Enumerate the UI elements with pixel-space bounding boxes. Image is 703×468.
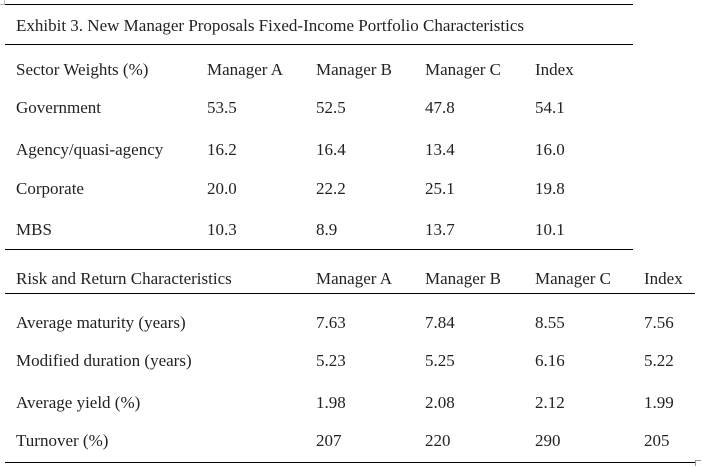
sector-cell-manager-a: 16.2 [207,140,237,159]
risk-cell-index: 205 [644,431,670,450]
crop-mark [695,460,701,466]
sector-header-manager-b: Manager B [316,60,393,79]
risk-cell-manager-c: 8.55 [535,313,565,332]
risk-row-label: Average yield (%) [16,393,141,412]
sector-cell-manager-b: 8.9 [316,220,338,239]
sector-row-label: Government [16,98,101,117]
risk-row-label: Modified duration (years) [16,351,192,370]
sector-cell-index: 10.1 [535,220,565,239]
exhibit-title: Exhibit 3. New Manager Proposals Fixed-I… [16,16,524,35]
risk-cell-manager-a: 5.23 [316,351,346,370]
sector-cell-manager-a: 20.0 [207,179,237,198]
sector-header-manager-a: Manager A [207,60,284,79]
sector-cell-manager-b: 22.2 [316,179,346,198]
title-rule [5,44,633,45]
risk-cell-manager-c: 290 [535,431,561,450]
sector-cell-index: 19.8 [535,179,565,198]
sector-header-manager-c: Manager C [425,60,502,79]
risk-header-index: Index [644,269,683,288]
risk-cell-index: 1.99 [644,393,674,412]
risk-cell-index: 5.22 [644,351,674,370]
sector-cell-manager-c: 47.8 [425,98,455,117]
risk-row-label: Turnover (%) [16,431,109,450]
sector-header-label: Sector Weights (%) [16,60,149,79]
bottom-rule [5,462,695,463]
risk-header-manager-c: Manager C [535,269,612,288]
sector-cell-index: 54.1 [535,98,565,117]
crop-mark [0,0,5,5]
risk-cell-manager-a: 207 [316,431,342,450]
sector-header-index: Index [535,60,574,79]
top-rule [5,4,633,5]
sector-row-label: MBS [16,220,52,239]
sector-cell-manager-b: 16.4 [316,140,346,159]
sector-cell-manager-c: 13.7 [425,220,455,239]
risk-cell-manager-a: 1.98 [316,393,346,412]
risk-cell-manager-b: 2.08 [425,393,455,412]
risk-cell-manager-c: 2.12 [535,393,565,412]
risk-header-rule [5,293,695,294]
sector-cell-manager-a: 10.3 [207,220,237,239]
risk-row-label: Average maturity (years) [16,313,186,332]
sector-cell-manager-c: 13.4 [425,140,455,159]
section-rule [5,249,633,250]
risk-cell-index: 7.56 [644,313,674,332]
sector-cell-manager-a: 53.5 [207,98,237,117]
risk-header-manager-a: Manager A [316,269,393,288]
sector-row-label: Agency/quasi-agency [16,140,164,159]
risk-header-label: Risk and Return Characteristics [16,269,232,288]
sector-cell-index: 16.0 [535,140,565,159]
risk-cell-manager-b: 5.25 [425,351,455,370]
risk-header-manager-b: Manager B [425,269,502,288]
risk-cell-manager-a: 7.63 [316,313,346,332]
sector-cell-manager-c: 25.1 [425,179,455,198]
sector-cell-manager-b: 52.5 [316,98,346,117]
risk-cell-manager-c: 6.16 [535,351,565,370]
sector-row-label: Corporate [16,179,84,198]
risk-cell-manager-b: 220 [425,431,451,450]
risk-cell-manager-b: 7.84 [425,313,455,332]
